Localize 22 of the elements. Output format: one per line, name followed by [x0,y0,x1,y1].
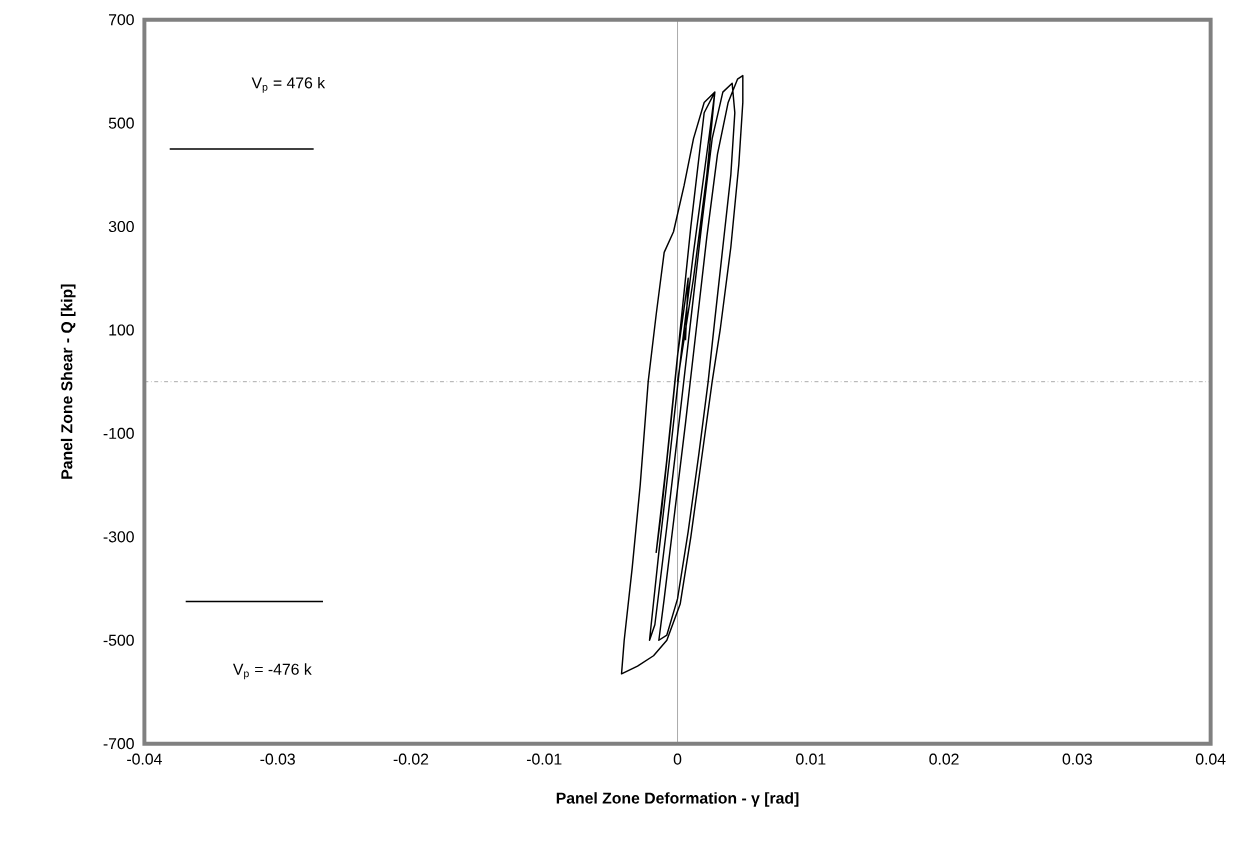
y-tick-label: -500 [103,634,134,646]
y-tick-label: 100 [109,324,134,336]
x-tick-label: 0.04 [1195,753,1226,765]
y-tick-label: 300 [108,220,134,232]
x-tick-label: 0.02 [929,753,959,765]
annotation: V$_{p}$ = 476 k [251,76,326,93]
y-tick-label: 700 [108,13,134,26]
y-tick-label: -700 [103,737,134,750]
x-tick-label: -0.02 [393,753,429,765]
x-tick-label: -0.01 [526,753,562,765]
y-tick-label: -100 [103,427,134,439]
x-axis-title: Panel Zone Deformation - γ [rad] [556,791,799,807]
x-tick-label: -0.03 [260,753,295,765]
y-tick-label: -300 [103,531,134,543]
line-series [620,74,744,675]
x-tick-label: 0 [673,753,682,765]
x-tick-label: 0.03 [1062,753,1092,765]
x-tick-label: 0.01 [796,753,826,765]
x-tick-label: -0.04 [127,753,162,765]
y-tick-label: 500 [108,117,134,129]
y-axis-title: Panel Zone Shear - Q [kip] [60,284,76,479]
annotation: V$_{p}$ = -476 k [232,663,312,680]
